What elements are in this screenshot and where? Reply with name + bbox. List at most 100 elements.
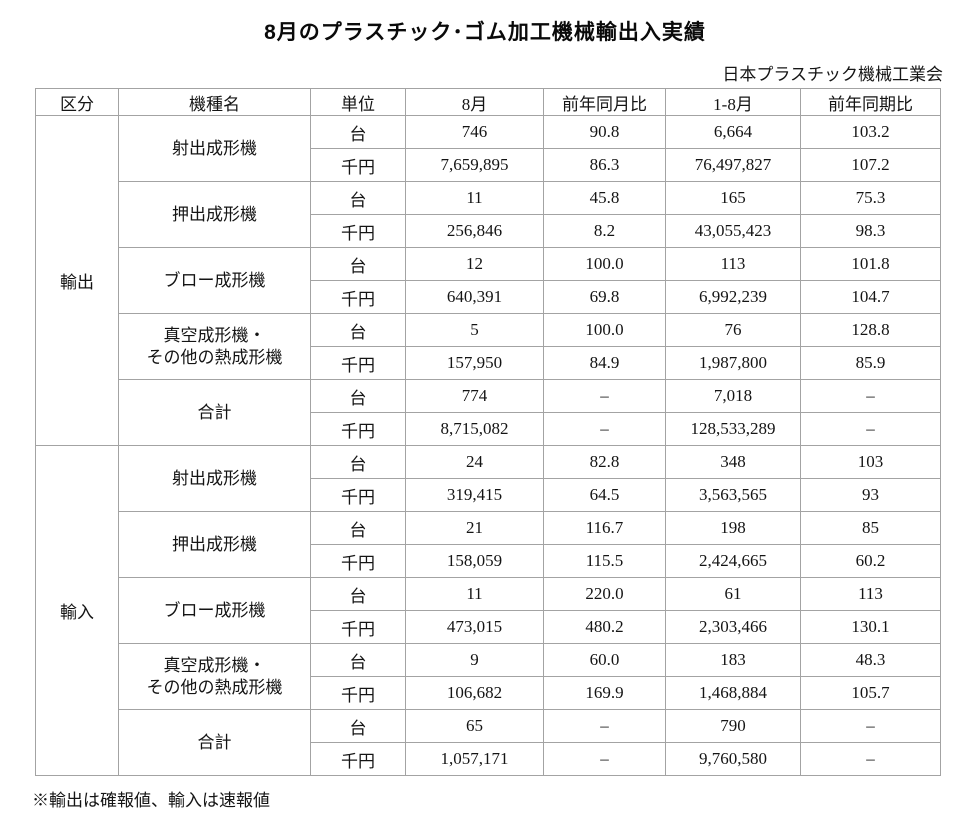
value-cell: 101.8 xyxy=(800,247,941,281)
value-cell: – xyxy=(543,412,666,446)
machine-name: 合計 xyxy=(118,709,311,776)
machine-name: 真空成形機・ その他の熱成形機 xyxy=(118,313,311,380)
value-cell: 6,992,239 xyxy=(665,280,801,314)
value-cell: 107.2 xyxy=(800,148,941,182)
value-cell: 76,497,827 xyxy=(665,148,801,182)
table-row: 千円 640,391 69.8 6,992,239 104.7 xyxy=(36,280,941,314)
col-header-category: 区分 xyxy=(35,88,119,116)
value-cell: 746 xyxy=(405,115,544,149)
value-cell: 157,950 xyxy=(405,346,544,380)
col-header-yoy-month: 前年同月比 xyxy=(543,88,666,116)
value-cell: 473,015 xyxy=(405,610,544,644)
table-row: 千円 1,057,171–9,760,580– xyxy=(36,742,941,776)
value-cell: 3,563,565 xyxy=(665,478,801,512)
section-label: 輸出 xyxy=(35,115,119,446)
machine-name: 真空成形機・ その他の熱成形機 xyxy=(118,643,311,710)
stats-table: 区分 機種名 単位 8月 前年同月比 1-8月 前年同期比 輸出 射出成形機台 74… xyxy=(35,88,941,776)
unit-cell: 台 xyxy=(310,577,406,611)
table-row: 千円 106,682 169.9 1,468,884 105.7 xyxy=(36,676,941,710)
value-cell: – xyxy=(800,742,941,776)
value-cell: 128,533,289 xyxy=(665,412,801,446)
table-row: 千円 319,415 64.5 3,563,565 93 xyxy=(36,478,941,512)
unit-cell: 台 xyxy=(310,313,406,347)
value-cell: 105.7 xyxy=(800,676,941,710)
page-title: 8月のプラスチック･ゴム加工機械輸出入実績 xyxy=(264,21,706,44)
value-cell: 165 xyxy=(665,181,801,215)
value-cell: 103.2 xyxy=(800,115,941,149)
table-row: 押出成形機台 21 116.7 198 85 xyxy=(36,511,941,578)
unit-cell: 台 xyxy=(310,181,406,215)
value-cell: 82.8 xyxy=(543,445,666,479)
value-cell: 48.3 xyxy=(800,643,941,677)
table-row: ブロー成形機台 12 100.0 113 101.8 xyxy=(36,247,941,314)
table-row: ブロー成形機台 11 220.0 61 113 xyxy=(36,577,941,644)
value-cell: 220.0 xyxy=(543,577,666,611)
value-cell: 169.9 xyxy=(543,676,666,710)
col-header-august: 8月 xyxy=(405,88,544,116)
unit-cell: 台 xyxy=(310,247,406,281)
col-header-unit: 単位 xyxy=(310,88,406,116)
value-cell: 116.7 xyxy=(543,511,666,545)
value-cell: – xyxy=(800,709,941,743)
machine-name: 射出成形機 xyxy=(118,115,311,182)
footnote: ※輸出は確報値、輸入は速報値 xyxy=(32,791,270,810)
value-cell: – xyxy=(543,709,666,743)
value-cell: – xyxy=(800,412,941,446)
col-header-yoy-period: 前年同期比 xyxy=(800,88,941,116)
machine-name: 射出成形機 xyxy=(118,445,311,512)
section-label: 輸入 xyxy=(35,445,119,776)
value-cell: 9 xyxy=(405,643,544,677)
value-cell: 90.8 xyxy=(543,115,666,149)
value-cell: 9,760,580 xyxy=(665,742,801,776)
col-header-machine-type: 機種名 xyxy=(118,88,311,116)
value-cell: 100.0 xyxy=(543,247,666,281)
table-row: 合計台 65–790– xyxy=(36,709,941,776)
value-cell: 7,018 xyxy=(665,379,801,413)
value-cell: 480.2 xyxy=(543,610,666,644)
value-cell: 98.3 xyxy=(800,214,941,248)
table-row: 千円 256,846 8.2 43,055,423 98.3 xyxy=(36,214,941,248)
value-cell: 1,987,800 xyxy=(665,346,801,380)
unit-cell: 台 xyxy=(310,643,406,677)
value-cell: 21 xyxy=(405,511,544,545)
table-row: 千円 7,659,895 86.3 76,497,827 107.2 xyxy=(36,148,941,182)
value-cell: 24 xyxy=(405,445,544,479)
unit-cell: 台 xyxy=(310,115,406,149)
unit-cell: 千円 xyxy=(310,280,406,314)
value-cell: 69.8 xyxy=(543,280,666,314)
machine-name: 押出成形機 xyxy=(118,181,311,248)
value-cell: 113 xyxy=(665,247,801,281)
unit-cell: 千円 xyxy=(310,544,406,578)
machine-name: ブロー成形機 xyxy=(118,577,311,644)
value-cell: 86.3 xyxy=(543,148,666,182)
value-cell: 130.1 xyxy=(800,610,941,644)
value-cell: 85 xyxy=(800,511,941,545)
value-cell: 76 xyxy=(665,313,801,347)
machine-name: 合計 xyxy=(118,379,311,446)
table-row: 合計台 774–7,018– xyxy=(36,379,941,446)
table-row: 千円 473,015 480.2 2,303,466 130.1 xyxy=(36,610,941,644)
unit-cell: 千円 xyxy=(310,478,406,512)
value-cell: 64.5 xyxy=(543,478,666,512)
value-cell: 12 xyxy=(405,247,544,281)
value-cell: 8,715,082 xyxy=(405,412,544,446)
value-cell: 11 xyxy=(405,181,544,215)
value-cell: – xyxy=(800,379,941,413)
value-cell: 640,391 xyxy=(405,280,544,314)
unit-cell: 台 xyxy=(310,445,406,479)
value-cell: 7,659,895 xyxy=(405,148,544,182)
value-cell: 61 xyxy=(665,577,801,611)
table-row: 真空成形機・ その他の熱成形機台 9 60.0 183 48.3 xyxy=(36,643,941,710)
value-cell: 75.3 xyxy=(800,181,941,215)
unit-cell: 千円 xyxy=(310,412,406,446)
value-cell: 256,846 xyxy=(405,214,544,248)
unit-cell: 台 xyxy=(310,379,406,413)
value-cell: 6,664 xyxy=(665,115,801,149)
value-cell: 100.0 xyxy=(543,313,666,347)
unit-cell: 千円 xyxy=(310,610,406,644)
table-row: 千円 158,059 115.5 2,424,665 60.2 xyxy=(36,544,941,578)
value-cell: 8.2 xyxy=(543,214,666,248)
value-cell: 104.7 xyxy=(800,280,941,314)
table-row: 押出成形機台 11 45.8 165 75.3 xyxy=(36,181,941,248)
